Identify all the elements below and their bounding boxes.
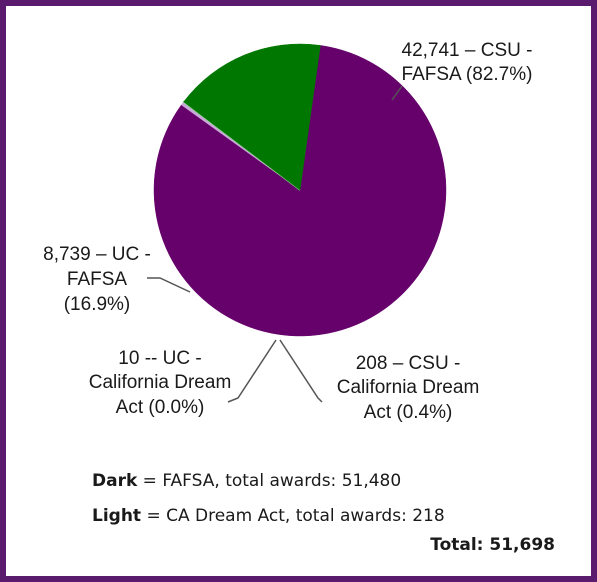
label-uc-dream-line2: California Dream xyxy=(89,372,232,393)
total-label: Total: 51,698 xyxy=(430,535,555,555)
legend-light-text: = CA Dream Act, total awards: 218 xyxy=(141,506,445,526)
label-uc-dream-line1: 10 -- UC - xyxy=(118,348,201,369)
leader-uc-fafsa xyxy=(147,277,191,293)
legend-light-key: Light xyxy=(92,506,142,526)
slice-csu-fafsa xyxy=(153,45,447,337)
leader-csu-fafsa xyxy=(391,85,403,101)
label-csu-dream-line1: 208 – CSU - xyxy=(356,353,461,374)
label-uc-fafsa-line2: FAFSA xyxy=(67,269,128,290)
label-uc-fafsa-line3: (16.9%) xyxy=(64,294,131,315)
legend-dark-row: Dark = FAFSA, total awards: 51,480 xyxy=(92,464,445,499)
label-uc-dream-line3: Act (0.0%) xyxy=(116,397,205,418)
legend: Dark = FAFSA, total awards: 51,480 Light… xyxy=(92,464,445,534)
leader-csu-dream xyxy=(279,339,323,403)
label-csu-dream-line2: California Dream xyxy=(337,377,480,398)
label-csu-fafsa-line2: FAFSA (82.7%) xyxy=(402,64,533,85)
label-csu-dream-line3: Act (0.4%) xyxy=(364,402,453,423)
legend-light-row: Light = CA Dream Act, total awards: 218 xyxy=(92,499,445,534)
label-csu-fafsa-line1: 42,741 – CSU - xyxy=(402,40,533,61)
slice-uc-fafsa xyxy=(183,43,321,191)
leader-uc-dream xyxy=(227,339,277,403)
legend-dark-text: = FAFSA, total awards: 51,480 xyxy=(137,471,402,491)
label-uc-fafsa-line1: 8,739 – UC - xyxy=(43,244,151,265)
legend-dark-key: Dark xyxy=(92,471,138,491)
